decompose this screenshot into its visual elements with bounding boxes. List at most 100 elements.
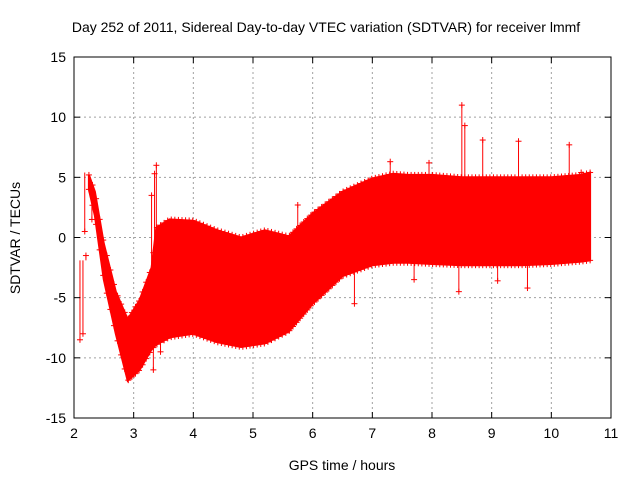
- edge-marker-lower: [186, 331, 193, 338]
- edge-marker-lower: [107, 306, 114, 313]
- edge-marker-upper: [164, 217, 171, 224]
- outlier-point: [524, 285, 531, 292]
- edge-marker-lower: [161, 337, 168, 344]
- edge-marker-upper: [214, 227, 221, 234]
- x-tick-label: 3: [130, 425, 138, 441]
- edge-marker-upper: [139, 288, 146, 295]
- edge-marker-upper: [132, 303, 139, 310]
- edge-marker-upper: [239, 233, 246, 240]
- edge-marker-lower: [128, 373, 135, 380]
- edge-marker-upper: [357, 180, 364, 187]
- y-tick-label: -5: [54, 290, 67, 306]
- edge-marker-upper: [332, 193, 339, 200]
- edge-marker-upper: [250, 230, 257, 237]
- edge-marker-lower: [110, 322, 117, 329]
- edge-marker-lower: [332, 279, 339, 286]
- edge-marker-upper: [257, 228, 264, 235]
- y-tick-label: -10: [46, 350, 66, 366]
- x-tick-label: 8: [428, 425, 436, 441]
- edge-marker-lower: [587, 257, 594, 264]
- edge-marker-lower: [289, 323, 296, 330]
- edge-marker-lower: [340, 272, 347, 279]
- edge-marker-upper: [322, 201, 329, 208]
- edge-marker-lower: [125, 377, 132, 384]
- edge-marker-lower: [357, 266, 364, 273]
- x-tick-label: 2: [70, 425, 78, 441]
- edge-marker-lower: [211, 338, 218, 345]
- y-tick-label: 10: [50, 109, 66, 125]
- x-tick-label: 5: [249, 425, 257, 441]
- edge-marker-lower: [282, 329, 289, 336]
- edge-marker-lower: [204, 335, 211, 342]
- x-tick-label: 10: [544, 425, 560, 441]
- outlier-point: [79, 330, 86, 337]
- edge-marker-upper: [336, 190, 343, 197]
- edge-marker-upper: [161, 219, 168, 226]
- edge-marker-upper: [365, 177, 372, 184]
- edge-marker-lower: [307, 302, 314, 309]
- edge-marker-upper: [307, 212, 314, 219]
- edge-marker-upper: [211, 226, 218, 233]
- edge-marker-lower: [247, 342, 254, 349]
- edge-marker-lower: [325, 285, 332, 292]
- edge-marker-upper: [268, 228, 275, 235]
- edge-marker-lower: [214, 339, 221, 346]
- edge-marker-lower: [250, 342, 257, 349]
- edge-marker-lower: [221, 340, 228, 347]
- edge-marker-upper: [261, 227, 268, 234]
- edge-marker-lower: [315, 295, 322, 302]
- outlier-point: [387, 158, 394, 165]
- edge-marker-lower: [347, 270, 354, 277]
- edge-marker-upper: [272, 229, 279, 236]
- edge-marker-lower: [311, 299, 318, 306]
- edge-marker-lower: [279, 331, 286, 338]
- edge-marker-lower: [336, 275, 343, 282]
- edge-marker-upper: [383, 172, 390, 179]
- edge-marker-lower: [254, 341, 261, 348]
- edge-marker-upper: [300, 219, 307, 226]
- edge-marker-upper: [289, 229, 296, 236]
- y-axis-label: SDTVAR / TECUs: [7, 182, 23, 294]
- edge-marker-lower: [146, 349, 153, 356]
- edge-marker-upper: [347, 185, 354, 192]
- outlier-point: [494, 277, 501, 284]
- edge-marker-upper: [340, 188, 347, 195]
- edge-marker-lower: [329, 282, 336, 289]
- outlier-point: [150, 366, 157, 373]
- outlier-point: [479, 137, 486, 144]
- outlier-point: [411, 276, 418, 283]
- edge-marker-upper: [293, 225, 300, 232]
- edge-marker-lower: [164, 335, 171, 342]
- x-tick-label: 11: [604, 425, 619, 441]
- edge-marker-upper: [157, 222, 164, 229]
- edge-marker-upper: [350, 183, 357, 190]
- edge-marker-upper: [354, 182, 361, 189]
- edge-marker-lower: [132, 370, 139, 377]
- edge-marker-upper: [279, 231, 286, 238]
- edge-marker-lower: [168, 334, 175, 341]
- edge-marker-lower: [243, 343, 250, 350]
- edge-marker-upper: [125, 315, 132, 322]
- edge-marker-upper: [103, 252, 110, 259]
- x-tick-label: 9: [488, 425, 496, 441]
- edge-marker-lower: [182, 331, 189, 338]
- edge-marker-lower: [264, 338, 271, 345]
- outlier-point: [515, 138, 522, 145]
- outlier-point: [148, 192, 155, 199]
- edge-marker-lower: [322, 289, 329, 296]
- edge-marker-lower: [286, 327, 293, 334]
- outlier-point: [351, 300, 358, 307]
- edge-marker-upper: [583, 170, 590, 177]
- edge-marker-lower: [193, 331, 200, 338]
- edge-marker-upper: [304, 215, 311, 222]
- edge-marker-lower: [189, 330, 196, 337]
- edge-marker-lower: [354, 267, 361, 274]
- chart-title: Day 252 of 2011, Sidereal Day-to-day VTE…: [72, 19, 580, 35]
- edge-marker-upper: [93, 195, 100, 202]
- edge-marker-upper: [146, 269, 153, 276]
- edge-marker-upper: [587, 169, 594, 176]
- outlier-point: [566, 141, 573, 148]
- edge-marker-lower: [304, 306, 311, 313]
- edge-marker-upper: [143, 279, 150, 286]
